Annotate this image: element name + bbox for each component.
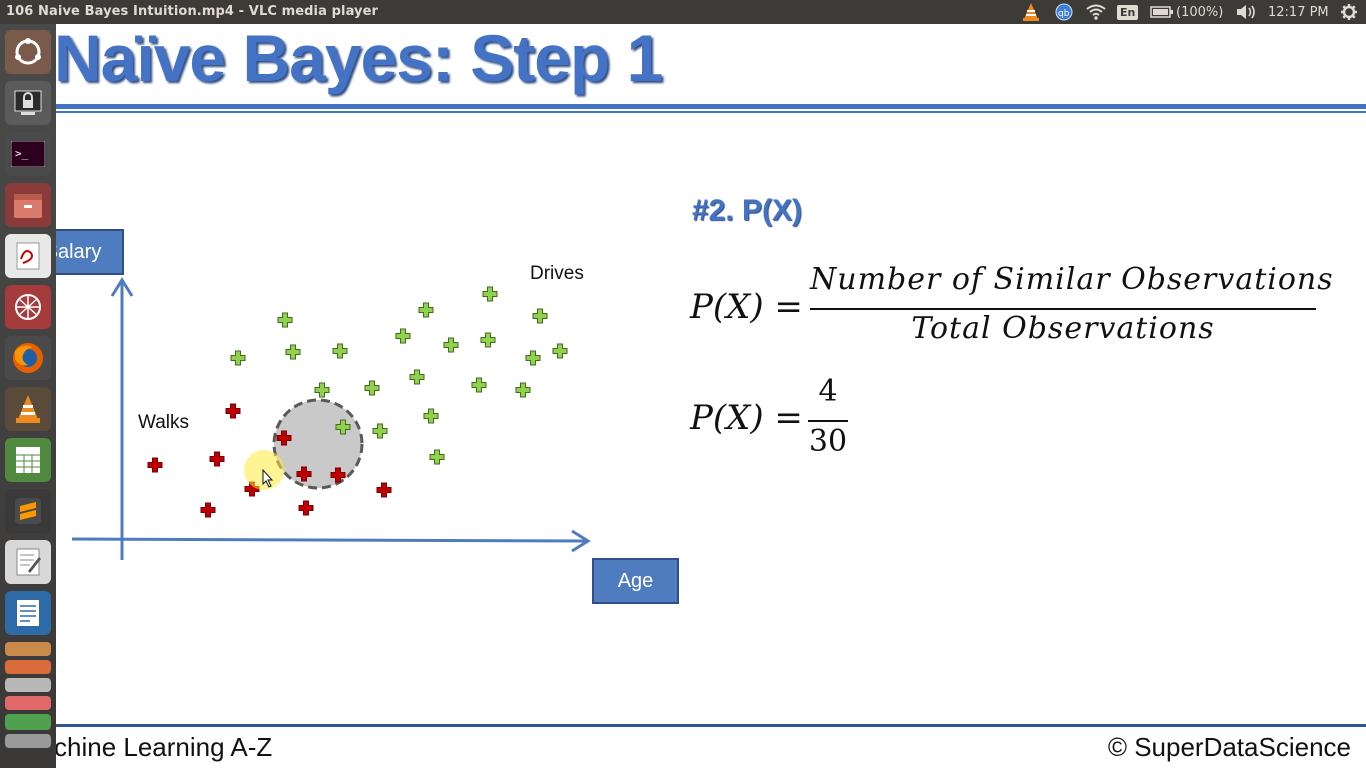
clock-text: 12:17 PM [1268, 4, 1329, 20]
drives-data-point [364, 380, 380, 396]
text-editor-icon[interactable] [5, 540, 51, 584]
terminal-icon[interactable]: >_ [5, 132, 51, 176]
keyboard-layout-label: En [1117, 4, 1139, 20]
network-icon[interactable] [5, 285, 51, 329]
drives-data-point [332, 343, 348, 359]
vlc-icon[interactable] [5, 387, 51, 431]
ubuntu-launcher: >_ [0, 24, 56, 768]
walks-data-point [200, 502, 216, 518]
system-top-bar: 106 Naive Bayes Intuition.mp4 - VLC medi… [0, 0, 1366, 24]
footer-course-title: chine Learning A-Z [54, 732, 273, 762]
evince-icon[interactable] [5, 234, 51, 278]
scatter-plot [71, 277, 591, 560]
writer-icon[interactable] [5, 591, 51, 635]
spreadsheet-icon[interactable] [5, 438, 51, 482]
drives-data-point [429, 449, 445, 465]
drives-data-point [532, 308, 548, 324]
launcher-overflow-stack[interactable] [5, 642, 51, 762]
firefox-icon[interactable] [5, 336, 51, 380]
files-icon[interactable] [5, 183, 51, 227]
walks-label: Walks [138, 412, 190, 433]
walks-data-point [298, 500, 314, 516]
wifi-icon[interactable] [1085, 0, 1107, 24]
cursor-highlight [244, 450, 284, 490]
walks-data-point [225, 403, 241, 419]
keyboard-layout-indicator[interactable]: En [1117, 0, 1139, 24]
drives-data-point [372, 423, 388, 439]
y-axis-arrowhead [110, 277, 134, 297]
footer-rule [56, 724, 1366, 727]
drives-label: Drives [530, 263, 584, 284]
walks-data-point [147, 457, 163, 473]
drives-data-point [482, 286, 498, 302]
title-rule [56, 104, 1366, 109]
drives-data-point [277, 312, 293, 328]
drives-data-point [335, 419, 351, 435]
clock[interactable]: 12:17 PM [1268, 0, 1329, 24]
qbittorrent-tray-icon[interactable]: qb [1054, 0, 1074, 24]
footer-copyright: © SuperDataScience [1107, 732, 1351, 762]
x-axis-line [71, 537, 587, 543]
drives-data-point [230, 350, 246, 366]
mouse-cursor-icon [262, 468, 274, 488]
drives-data-point [443, 337, 459, 353]
sublime-text-icon[interactable] [5, 489, 51, 533]
drives-data-point [285, 344, 301, 360]
result-lhs: P(X) = [690, 398, 803, 438]
result-denominator: 30 [808, 424, 848, 459]
battery-percent: (100%) [1176, 4, 1224, 20]
drives-data-point [480, 332, 496, 348]
drives-data-point [409, 369, 425, 385]
drives-data-point [471, 377, 487, 393]
drives-data-point [552, 343, 568, 359]
window-title: 106 Naive Bayes Intuition.mp4 - VLC medi… [6, 4, 379, 19]
x-axis-label: Age [592, 558, 679, 604]
result-numerator: 4 [818, 374, 838, 409]
x-axis-arrowhead [571, 529, 591, 553]
formula-denominator: Total Observations [911, 311, 1215, 346]
drives-data-point [395, 328, 411, 344]
formula-fraction-bar [810, 308, 1316, 310]
system-gear-icon[interactable] [1340, 0, 1358, 24]
vlc-tray-icon[interactable] [1020, 0, 1042, 24]
walks-data-point [209, 451, 225, 467]
formula-numerator: Number of Similar Observations [810, 262, 1334, 297]
lock-icon[interactable] [5, 81, 51, 125]
battery-icon [1150, 6, 1173, 18]
section-heading: #2. P(X) [692, 194, 803, 227]
title-rule-thin [56, 111, 1366, 113]
drives-data-point [418, 302, 434, 318]
drives-data-point [525, 350, 541, 366]
similar-observations-circle [272, 398, 364, 490]
walks-data-point [296, 466, 312, 482]
svg-text:qb: qb [1058, 9, 1070, 19]
walks-data-point [276, 430, 292, 446]
drives-data-point [423, 408, 439, 424]
ubuntu-dash-icon[interactable] [5, 30, 51, 74]
result-fraction-bar [808, 420, 848, 422]
drives-data-point [515, 382, 531, 398]
slide-title: Naïve Bayes: Step 1 [54, 21, 663, 95]
walks-data-point [376, 482, 392, 498]
svg-text:>_: >_ [15, 147, 29, 160]
drives-data-point [314, 382, 330, 398]
battery-indicator[interactable]: (100%) [1150, 0, 1223, 24]
formula-lhs: P(X) = [690, 287, 803, 327]
walks-data-point [330, 467, 346, 483]
volume-icon[interactable] [1235, 0, 1257, 24]
